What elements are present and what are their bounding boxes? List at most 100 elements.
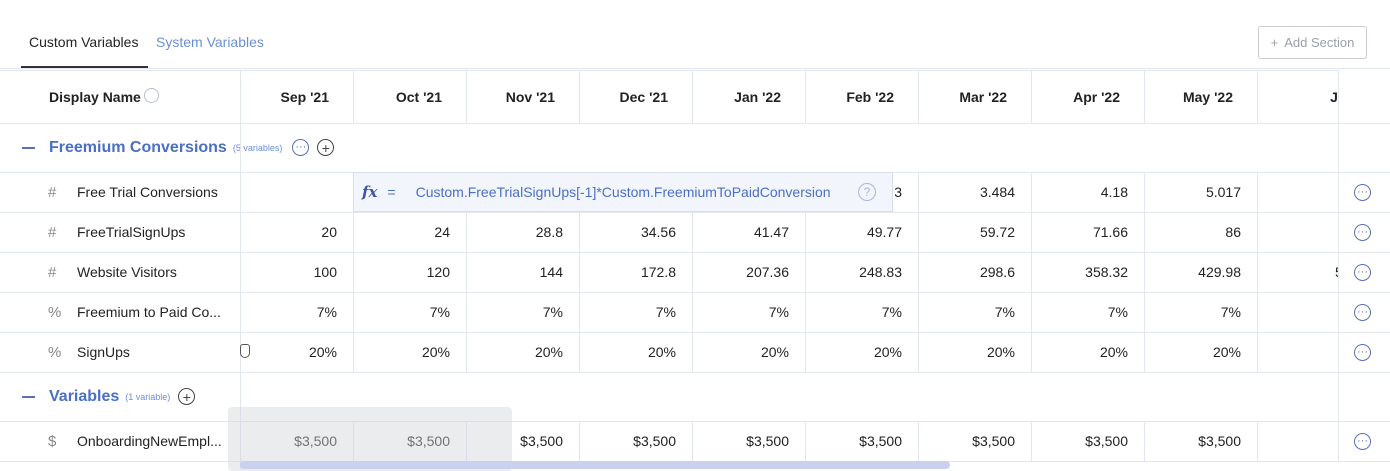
value-cell: 7% [881, 304, 902, 320]
value-cell: 28.8 [535, 224, 563, 240]
row-line [1338, 461, 1390, 462]
column-line [579, 332, 580, 372]
row-menu[interactable]: ··· [1354, 184, 1371, 201]
variable-name: SignUps [77, 344, 130, 360]
column-line [466, 292, 467, 332]
type-symbol: % [48, 343, 62, 361]
column-line [353, 292, 354, 332]
value-cell: $3,500 [520, 433, 563, 449]
info-icon [144, 88, 159, 103]
value-cell: 7% [994, 304, 1015, 320]
tab-active[interactable]: Custom Variables [29, 34, 139, 50]
column-line [805, 212, 806, 252]
column-line [918, 212, 919, 252]
column-line [918, 421, 919, 461]
value-cell: $3,500 [746, 433, 789, 449]
value-cell: 100 [313, 264, 337, 280]
column-line [579, 212, 580, 252]
value-cell [240, 172, 353, 212]
month-header: Dec '21 [619, 88, 668, 105]
section-title: Freemium Conversions [49, 138, 227, 156]
column-line [1144, 421, 1145, 461]
row-menu[interactable]: ··· [1354, 344, 1371, 361]
column-line [1257, 421, 1258, 461]
column-line [692, 252, 693, 292]
column-line [1031, 70, 1032, 123]
value-cell: 20% [760, 344, 789, 360]
value-cell: 86 [1225, 224, 1241, 240]
column-line [805, 421, 806, 461]
type-symbol: # [48, 223, 57, 241]
value-cell: 20% [534, 344, 563, 360]
value-cell: 3.484 [979, 184, 1015, 200]
column-line [1144, 172, 1145, 212]
row-line [1338, 332, 1390, 333]
row-line [1338, 421, 1390, 422]
add-section-button[interactable]: + Add Section [1258, 26, 1367, 59]
value-cell: 7% [429, 304, 450, 320]
row-line [0, 421, 1390, 422]
value-cell: 20 [321, 224, 337, 240]
type-symbol: % [48, 303, 62, 321]
row-menu[interactable]: ··· [1354, 224, 1371, 241]
help-icon[interactable]: ? [858, 183, 876, 201]
column-line [1144, 70, 1145, 123]
value-cell: 71.66 [1092, 224, 1128, 240]
value-cell: 5.017 [1205, 184, 1241, 200]
type-symbol: # [48, 183, 57, 201]
row-line [0, 332, 1390, 333]
plus-icon: + [1270, 35, 1279, 50]
value-cell: 144 [539, 264, 563, 280]
value-cell: 20% [308, 344, 337, 360]
column-line [1144, 212, 1145, 252]
column-line [918, 172, 919, 212]
column-line [1257, 252, 1258, 292]
add-button[interactable]: + [317, 139, 335, 156]
add-section-label: Add Section [1284, 35, 1355, 50]
row-menu[interactable]: ··· [1354, 304, 1371, 321]
add-button[interactable]: + [178, 388, 196, 405]
formula-bar: fx = Custom.FreeTrialSignUps[-1]*Custom.Fr… [353, 172, 893, 212]
value-cell: 429.98 [1198, 264, 1241, 280]
column-line [692, 421, 693, 461]
value-cell: 7% [768, 304, 789, 320]
column-line [692, 70, 693, 123]
column-line [1031, 332, 1032, 372]
more-button[interactable]: ··· [292, 139, 310, 156]
column-line [692, 292, 693, 332]
value-cell: 7% [1220, 304, 1241, 320]
value-cell: 20% [421, 344, 450, 360]
variable-name: Website Visitors [77, 264, 177, 280]
row-menu[interactable]: ··· [1354, 264, 1371, 281]
value-cell: $3,500 [859, 433, 902, 449]
column-line [579, 421, 580, 461]
row-line [0, 70, 1390, 71]
column-line [353, 252, 354, 292]
column-line [579, 292, 580, 332]
column-line [466, 212, 467, 252]
column-line [466, 252, 467, 292]
formula-icon: fx [362, 183, 378, 201]
value-cell: 3 [894, 184, 902, 200]
month-header: Oct '21 [395, 88, 442, 105]
value-cell: 172.8 [640, 264, 676, 280]
scrollbar[interactable] [240, 461, 950, 469]
divider [0, 68, 1390, 69]
value-cell: 358.32 [1085, 264, 1128, 280]
value-cell: 20% [1212, 344, 1241, 360]
tab[interactable]: System Variables [156, 34, 264, 50]
row-menu[interactable]: ··· [1354, 433, 1371, 450]
formula-equals: = [387, 184, 396, 200]
value-cell: 41.47 [753, 224, 789, 240]
collapse-icon[interactable] [22, 396, 35, 398]
column-line [1031, 252, 1032, 292]
row-line [1338, 252, 1390, 253]
value-cell: 49.77 [866, 224, 902, 240]
value-cell: 7% [1107, 304, 1128, 320]
section-count: (5 variables) [232, 142, 283, 153]
value-cell: 207.36 [746, 264, 789, 280]
value-cell: $3,500 [633, 433, 676, 449]
collapse-icon[interactable] [22, 147, 35, 149]
column-line [466, 332, 467, 372]
